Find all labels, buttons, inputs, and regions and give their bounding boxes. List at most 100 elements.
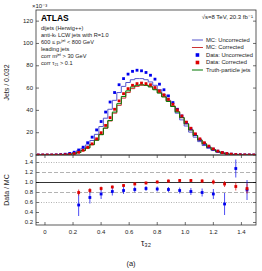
y-tick-label: 60 <box>26 85 33 91</box>
step-segment <box>121 96 125 103</box>
data-point <box>131 70 134 73</box>
error-bar <box>217 151 218 152</box>
error-bar <box>141 82 142 83</box>
step-segment <box>148 80 152 82</box>
x-tick <box>213 222 214 225</box>
x-tick <box>157 222 158 225</box>
error-bar <box>150 75 151 76</box>
error-bar <box>168 95 169 96</box>
x-tick <box>241 155 242 158</box>
error-bar <box>154 79 155 80</box>
y-tick <box>253 132 256 133</box>
error-bar <box>141 70 142 71</box>
data-point <box>198 138 201 141</box>
data-point <box>122 189 125 192</box>
data-point <box>194 132 197 135</box>
data-point <box>223 203 226 206</box>
reference-line <box>36 172 256 173</box>
error-bar <box>87 142 88 143</box>
data-point <box>73 152 76 155</box>
data-point <box>95 129 98 132</box>
error-bar <box>159 90 160 91</box>
step-segment <box>139 84 143 86</box>
x-tick <box>101 155 102 158</box>
error-bar <box>213 180 214 185</box>
axes <box>36 155 256 225</box>
step-segment <box>135 86 139 88</box>
data-point <box>91 136 94 139</box>
step-segment <box>112 112 116 120</box>
step-segment <box>103 128 107 135</box>
data-point <box>149 83 152 86</box>
error-bar <box>83 150 84 151</box>
data-point <box>212 147 215 150</box>
step-segment <box>193 132 197 137</box>
error-bar <box>217 151 218 152</box>
error-bar <box>163 89 164 90</box>
step-segment <box>135 79 139 80</box>
error-bar <box>110 101 111 102</box>
y-axis-label: Data / MC <box>3 174 10 206</box>
legend-swatch <box>192 47 203 48</box>
x-tick-label: 0 <box>43 229 47 235</box>
data-point <box>145 82 148 85</box>
y-tick <box>36 212 39 213</box>
data-point <box>234 185 237 188</box>
step-segment <box>99 134 103 140</box>
y-tick-label: 20 <box>26 129 33 135</box>
error-bar <box>190 188 191 195</box>
error-bar <box>159 84 160 85</box>
step-segment <box>184 118 188 124</box>
reference-line <box>36 162 256 163</box>
x-tick <box>44 222 45 225</box>
legend-swatch <box>192 70 203 71</box>
error-bar <box>179 188 180 194</box>
data-point <box>122 77 125 80</box>
step-segment <box>117 104 121 112</box>
error-bar <box>226 153 227 154</box>
error-bar <box>177 109 178 110</box>
step-segment <box>130 87 134 91</box>
y-axis-label: Jets / 0.032 <box>3 64 10 100</box>
y-tick <box>36 65 39 66</box>
step-segment <box>220 152 224 153</box>
data-point <box>201 180 204 183</box>
data-point <box>122 184 125 187</box>
x-tick-label: 1.0 <box>181 229 190 235</box>
legend: MC: UncorrectedMC: CorrectedData: Uncorr… <box>192 37 253 73</box>
subtitle-line: anti-kₜ LCW jets with R=1.0 <box>41 32 109 38</box>
legend-label: MC: Corrected <box>206 44 244 50</box>
data-point <box>95 137 98 140</box>
x-tick <box>213 155 214 158</box>
data-point <box>189 190 192 193</box>
legend-label: Truth-particle jets <box>206 67 251 73</box>
data-point <box>145 187 148 190</box>
data-point <box>118 100 121 103</box>
step-segment <box>207 144 211 147</box>
step-segment <box>121 86 125 92</box>
step-segment <box>171 101 175 106</box>
legend-label: Data: Uncorrected <box>206 52 253 58</box>
y-tick <box>36 132 39 133</box>
error-bar <box>123 78 124 79</box>
data-point <box>181 115 184 118</box>
data-point <box>111 190 114 193</box>
step-segment <box>153 82 157 85</box>
error-bar <box>123 184 124 187</box>
error-bar <box>213 148 214 149</box>
step-segment <box>94 140 98 144</box>
data-point <box>88 196 91 199</box>
error-bar <box>101 187 102 191</box>
data-point <box>172 103 175 106</box>
data-point <box>216 150 219 153</box>
data-point <box>109 101 112 104</box>
error-bar <box>89 188 90 193</box>
data-point <box>77 151 80 154</box>
data-point <box>203 142 206 145</box>
error-bar <box>202 179 203 183</box>
step-segment <box>216 151 220 153</box>
error-bar <box>190 179 191 182</box>
subtitle-line: 600 ≤ pₜʲᵉᵗ < 800 GeV <box>41 39 94 45</box>
data-point <box>167 98 170 101</box>
data-point <box>68 152 71 155</box>
